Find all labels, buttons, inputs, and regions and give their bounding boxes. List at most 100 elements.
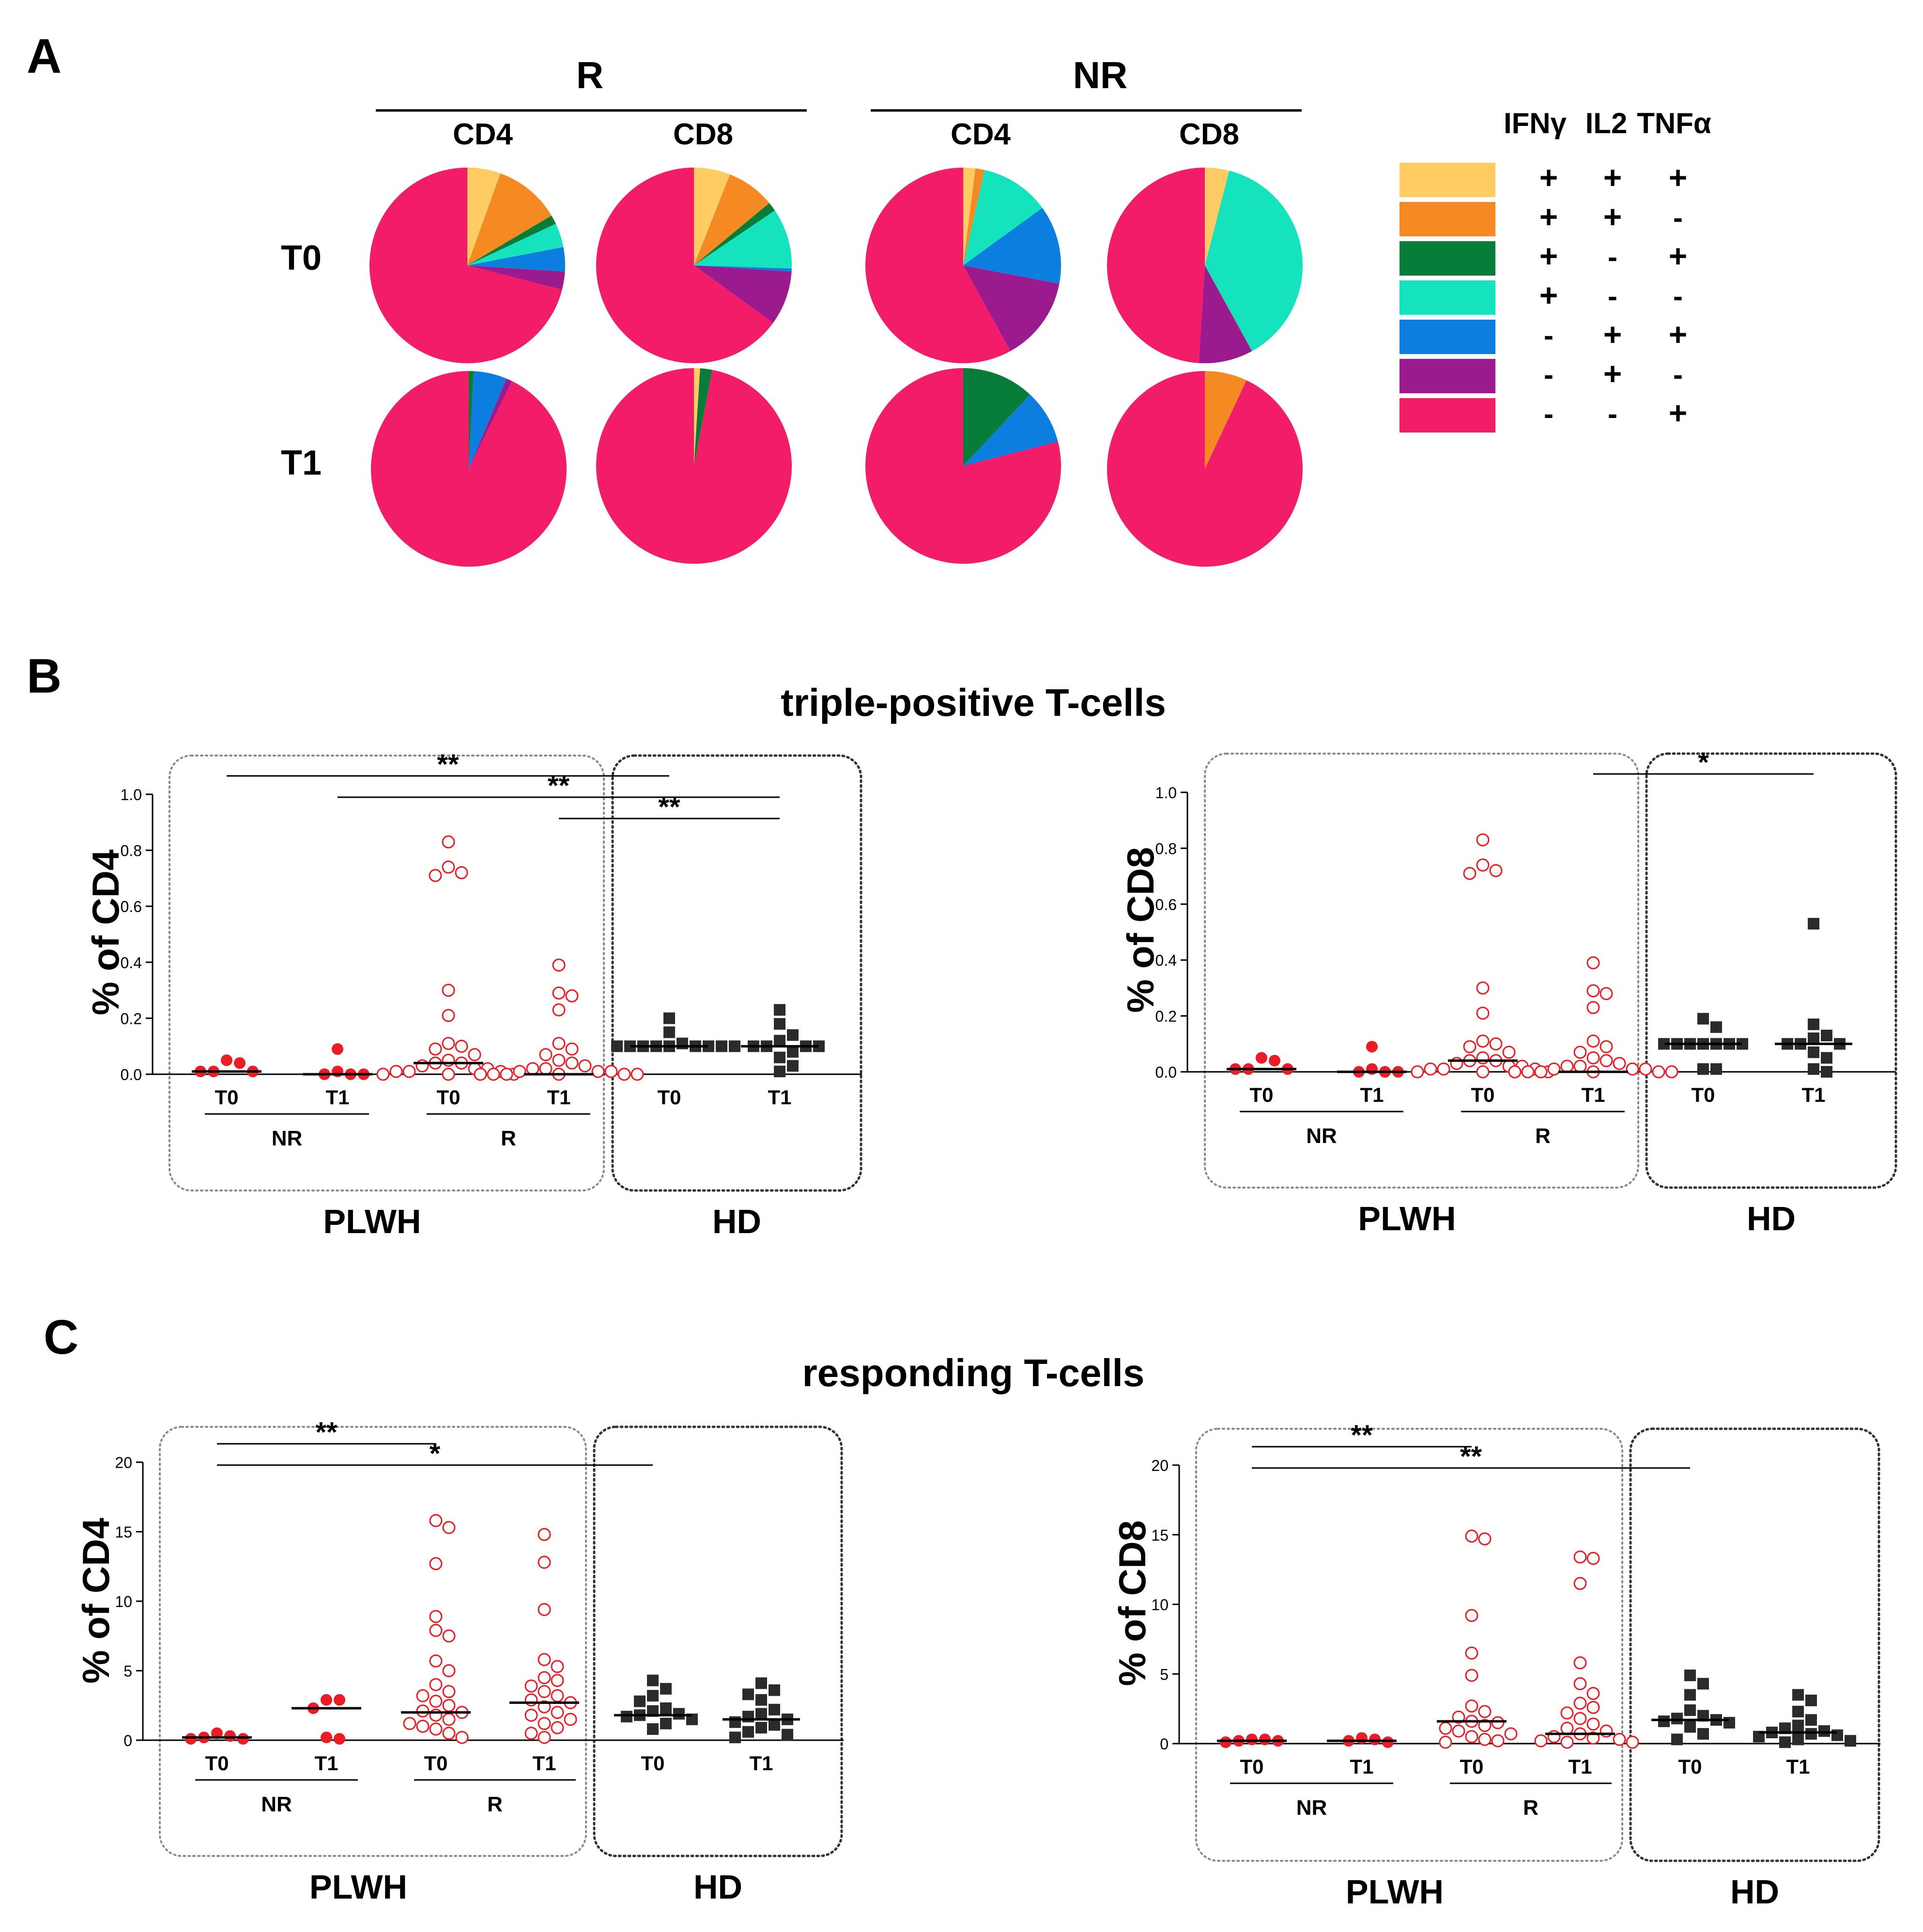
y-tick-label: 0.2 [1155,1008,1177,1025]
pie-slice-func_ifng_il2_tnfa [467,168,501,265]
data-point [332,1066,343,1078]
data-point [617,1067,631,1081]
data-point [634,1695,646,1707]
data-point [1382,1736,1394,1748]
group-nr-t0 [182,1727,252,1745]
pie-slice-func_ifng_tnfa [469,371,474,469]
data-point [1573,1059,1587,1073]
data-point [1478,1532,1492,1546]
data-point [1600,1054,1613,1067]
x-tick-label: T1 [532,1752,556,1775]
data-point [1665,1065,1678,1079]
data-point [1779,1736,1791,1748]
plwh-label: PLWH [309,1868,407,1906]
legend-sign: + [1603,316,1622,352]
data-point [647,1723,659,1735]
data-point [663,1012,675,1024]
y-tick-label: 0.8 [1155,840,1177,857]
x-tick-label: T1 [749,1752,773,1775]
x-tick-label: T0 [424,1752,447,1775]
cohort-label: NR [1296,1796,1327,1820]
data-point [1439,1721,1452,1735]
data-point [1465,1609,1478,1622]
data-point [663,1026,675,1038]
group-r-t1 [509,1528,579,1744]
group-nr-t1 [303,1043,372,1080]
data-point [1792,1705,1804,1717]
data-point [552,958,566,972]
x-tick-label: T0 [1471,1083,1494,1106]
subset-nr-cd8: CD8 [1179,118,1239,151]
data-point [1476,1051,1490,1065]
data-point [321,1694,332,1706]
y-tick-label: 5 [123,1663,132,1680]
data-point [564,1713,577,1726]
data-point [551,1706,564,1719]
data-point [782,1729,793,1741]
data-point [1805,1714,1817,1726]
group-r-t0 [1437,1530,1518,1749]
data-point [604,1065,618,1078]
data-point [787,1046,799,1058]
legend-sign: - [1608,280,1617,312]
data-point [403,1717,416,1731]
y-tick-label: 0.0 [121,1066,142,1083]
legend-sign: + [1539,199,1558,234]
panel-c-title: responding T-cells [802,1351,1145,1394]
x-tick-label: T1 [1801,1083,1825,1106]
data-point [552,1003,566,1017]
data-point [524,1693,538,1707]
data-point [429,1722,443,1736]
data-point [1586,1035,1600,1048]
pie-r-cd8-t1 [596,368,792,564]
pie-slice-func_ifng [694,210,792,269]
data-point [1818,1725,1830,1737]
data-point [578,1059,592,1073]
scatter-panel-b-cd8: 0.0 0.2 0.4 0.6 0.8 1.0 % of CD8 T0 T1 T0 T1 T0 T1 NR… [1119,747,1897,1237]
pie-slice-func_ifng_tnfa [694,368,712,466]
pie-slice-func_ifng [467,223,564,265]
y-tick-label: 0 [123,1732,132,1749]
data-point [1586,956,1600,970]
legend-sign: - [1673,201,1683,234]
hd-group-box [593,1425,843,1857]
data-point [1586,1051,1600,1065]
pie-slice-func_tnfa [596,368,792,564]
data-point [755,1722,767,1734]
pie-slice-func_ifng_il2_tnfa [963,168,976,265]
y-tick-label: 15 [1151,1527,1169,1544]
y-tick-label: 1.0 [121,786,142,804]
pie-slice-func_ifng_il2_tnfa [1205,168,1230,265]
data-point [552,1036,566,1050]
hd-label: HD [693,1868,742,1906]
data-point [539,1048,553,1062]
data-point [1504,1727,1518,1741]
pie-r-cd4-t0 [369,168,565,364]
data-point [429,1514,443,1528]
x-tick-label: T0 [215,1086,238,1109]
pie-slice-func_ifng [963,170,1043,265]
hd-group-box [611,754,862,1192]
plwh-group-box [169,755,605,1191]
data-point [442,1629,456,1643]
subset-r-cd4: CD4 [453,118,513,151]
data-point [429,1708,443,1722]
data-point [1476,1065,1490,1079]
pie-slice-func_il2 [963,265,1060,352]
pie-slice-func_il2_tnfa [694,265,792,272]
legend-sign: + [1603,355,1622,391]
data-point [1508,1065,1522,1079]
data-point [1573,1677,1587,1690]
data-point [468,1048,481,1062]
data-point [416,1719,430,1733]
pie-slice-func_il2 [694,265,792,323]
group-hd-t1 [1775,918,1852,1078]
pie-slice-func_il2_tnfa [467,247,565,272]
data-point [729,1040,740,1052]
pie-slice-func_ifng_il2 [1205,371,1247,469]
data-point [1463,1040,1477,1053]
legend-sign: + [1603,199,1622,234]
pie-nr-cd4-t1 [865,368,1061,564]
data-point [185,1733,197,1745]
